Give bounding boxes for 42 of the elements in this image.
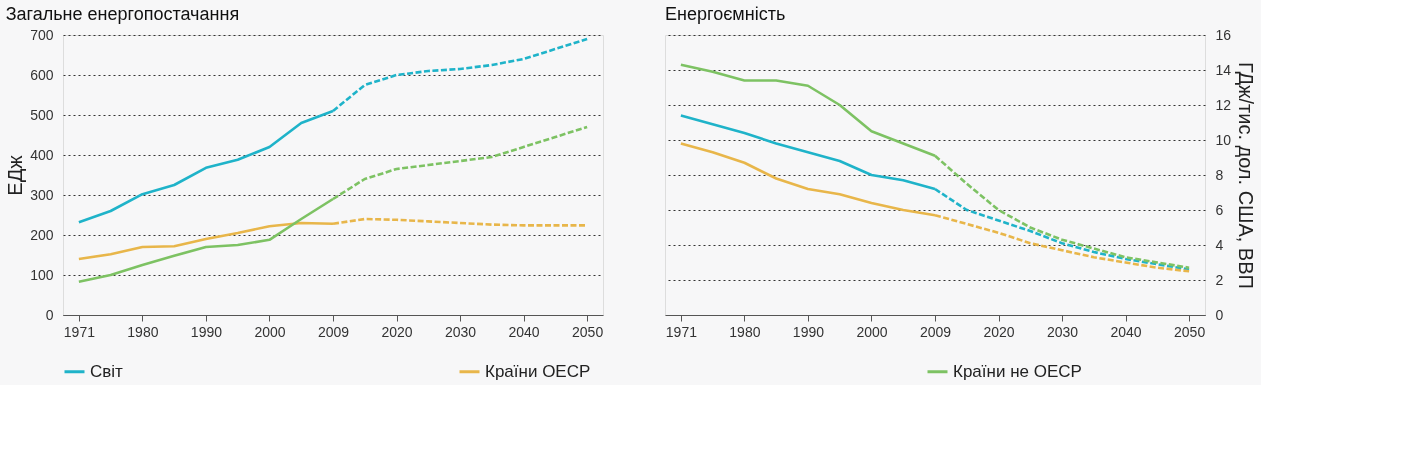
x-tick-label: 2030 bbox=[1046, 323, 1079, 340]
y-tick-label: 16 bbox=[1215, 26, 1232, 43]
x-tick-label: 1990 bbox=[792, 323, 825, 340]
x-tick-label: 1990 bbox=[190, 323, 223, 340]
x-tick-label: 1971 bbox=[665, 323, 698, 340]
chart-title: Енергоємність bbox=[665, 4, 786, 24]
y-tick-label: 4 bbox=[1215, 236, 1224, 253]
x-tick-label: 2050 bbox=[1174, 323, 1206, 340]
chart-title: Загальне енергопостачання bbox=[5, 4, 240, 24]
y-tick-label: 0 bbox=[45, 306, 54, 323]
x-tick-label: 2009 bbox=[919, 323, 952, 340]
y-tick-label: 200 bbox=[30, 226, 54, 243]
y-tick-label: 700 bbox=[30, 26, 54, 43]
legend-label: Країни не ОЕСР bbox=[953, 361, 1082, 381]
y-tick-label: 300 bbox=[30, 186, 54, 203]
y-axis-title: ЕДж bbox=[4, 154, 27, 196]
x-tick-label: 1980 bbox=[127, 323, 159, 340]
x-tick-label: 1971 bbox=[63, 323, 96, 340]
y-tick-label: 2 bbox=[1215, 271, 1224, 288]
y-tick-label: 0 bbox=[1215, 306, 1224, 323]
y-tick-label: 12 bbox=[1215, 96, 1232, 113]
y-tick-label: 14 bbox=[1215, 61, 1232, 78]
y-tick-label: 100 bbox=[30, 266, 54, 283]
x-tick-label: 1980 bbox=[729, 323, 761, 340]
legend-label: Країни ОЕСР bbox=[485, 361, 591, 381]
x-tick-label: 2040 bbox=[508, 323, 540, 340]
x-tick-label: 2020 bbox=[983, 323, 1015, 340]
y-tick-label: 6 bbox=[1215, 201, 1224, 218]
x-tick-label: 2030 bbox=[444, 323, 477, 340]
y-tick-label: 10 bbox=[1215, 131, 1232, 148]
x-tick-label: 2050 bbox=[572, 323, 604, 340]
y-tick-label: 400 bbox=[30, 146, 54, 163]
x-tick-label: 2009 bbox=[317, 323, 350, 340]
y-tick-label: 600 bbox=[30, 66, 54, 83]
y-tick-label: 500 bbox=[30, 106, 54, 123]
x-tick-label: 2040 bbox=[1110, 323, 1142, 340]
legend-label: Світ bbox=[90, 361, 124, 381]
x-tick-label: 2000 bbox=[254, 323, 286, 340]
y-tick-label: 8 bbox=[1215, 166, 1224, 183]
y-axis-title: ГДж/тис. дол. США, ВВП bbox=[1235, 62, 1258, 289]
x-tick-label: 2020 bbox=[381, 323, 413, 340]
x-tick-label: 2000 bbox=[856, 323, 888, 340]
